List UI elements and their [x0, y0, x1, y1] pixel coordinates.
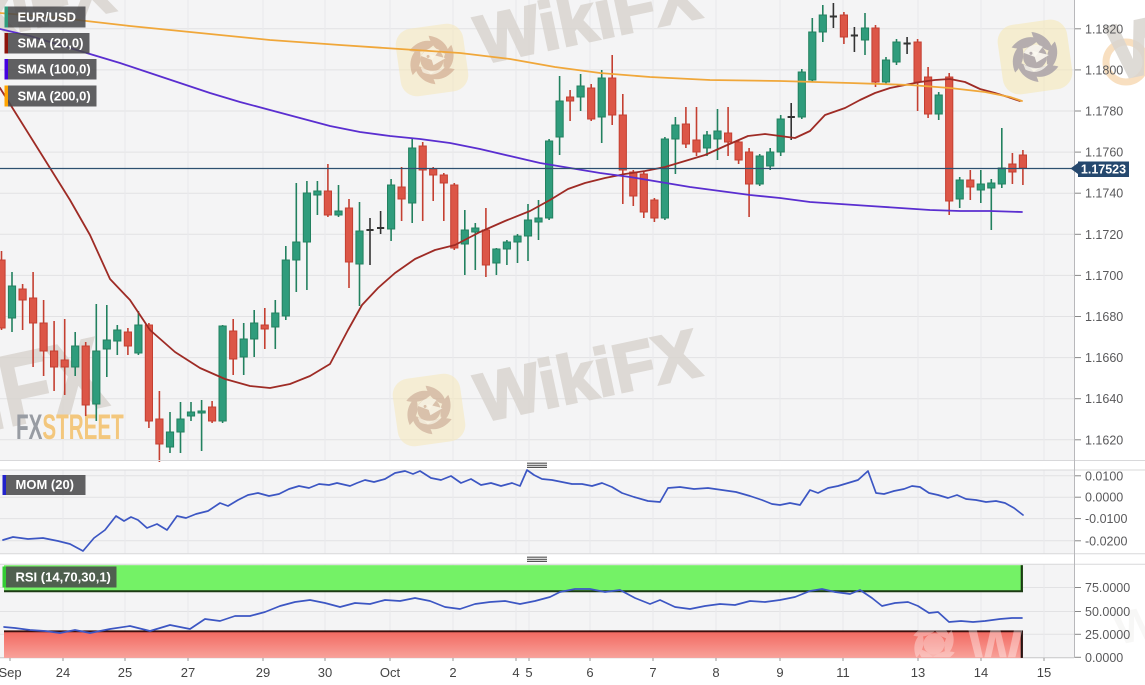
svg-text:1.1620: 1.1620	[1085, 433, 1123, 447]
svg-text:1.1740: 1.1740	[1085, 187, 1123, 201]
svg-text:1.1760: 1.1760	[1085, 146, 1123, 160]
svg-text:14: 14	[974, 665, 988, 680]
svg-text:Sep: Sep	[0, 665, 22, 680]
svg-text:50.0000: 50.0000	[1085, 605, 1130, 619]
svg-text:0.0000: 0.0000	[1085, 491, 1123, 505]
svg-text:1.17523: 1.17523	[1081, 163, 1126, 177]
svg-text:5: 5	[525, 665, 532, 680]
svg-text:6: 6	[586, 665, 593, 680]
svg-text:15: 15	[1037, 665, 1051, 680]
svg-text:0.0100: 0.0100	[1085, 469, 1123, 483]
svg-text:SMA (20,0): SMA (20,0)	[18, 36, 84, 51]
svg-text:8: 8	[712, 665, 719, 680]
svg-text:RSI (14,70,30,1): RSI (14,70,30,1)	[16, 570, 111, 585]
svg-text:2: 2	[449, 665, 456, 680]
svg-text:1.1700: 1.1700	[1085, 269, 1123, 283]
svg-text:13: 13	[911, 665, 925, 680]
svg-text:75.0000: 75.0000	[1085, 581, 1130, 595]
svg-text:7: 7	[649, 665, 656, 680]
svg-text:1.1780: 1.1780	[1085, 105, 1123, 119]
svg-text:FXSTREET: FXSTREET	[16, 409, 124, 448]
svg-text:1.1640: 1.1640	[1085, 392, 1123, 406]
svg-text:24: 24	[56, 665, 70, 680]
svg-text:1.1720: 1.1720	[1085, 228, 1123, 242]
svg-text:1.1680: 1.1680	[1085, 310, 1123, 324]
svg-text:30: 30	[318, 665, 332, 680]
svg-text:1.1660: 1.1660	[1085, 351, 1123, 365]
svg-text:25: 25	[118, 665, 132, 680]
svg-text:-0.0200: -0.0200	[1085, 534, 1127, 548]
svg-text:Oct: Oct	[380, 665, 401, 680]
svg-text:0.0000: 0.0000	[1085, 651, 1123, 665]
svg-text:4: 4	[512, 665, 519, 680]
svg-text:1.1800: 1.1800	[1085, 63, 1123, 77]
svg-text:MOM (20): MOM (20)	[16, 477, 75, 492]
svg-text:29: 29	[256, 665, 270, 680]
svg-text:9: 9	[776, 665, 783, 680]
svg-text:SMA (200,0): SMA (200,0)	[18, 89, 91, 104]
svg-text:27: 27	[181, 665, 195, 680]
svg-text:SMA (100,0): SMA (100,0)	[18, 62, 91, 77]
svg-text:1.1820: 1.1820	[1085, 22, 1123, 36]
svg-text:11: 11	[836, 665, 850, 680]
svg-text:EUR/USD: EUR/USD	[18, 10, 77, 25]
svg-text:25.0000: 25.0000	[1085, 628, 1130, 642]
svg-text:W: W	[968, 617, 1023, 682]
svg-text:-0.0100: -0.0100	[1085, 512, 1127, 526]
